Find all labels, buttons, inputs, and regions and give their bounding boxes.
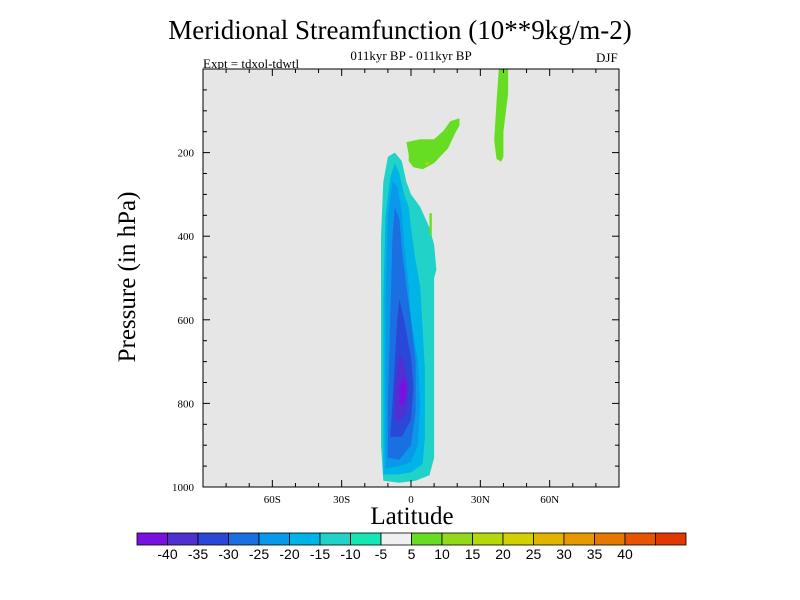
colorbar-swatch (258, 532, 290, 546)
contour-positive-cell-upper (406, 118, 460, 170)
colorbar-label: -25 (249, 546, 269, 562)
x-tick-label: 60S (264, 494, 281, 506)
colorbar-swatch (319, 532, 351, 546)
colorbar-swatch (594, 532, 626, 546)
colorbar-label: -35 (188, 546, 208, 562)
colorbar-swatch (380, 532, 412, 546)
colorbar-label: 25 (526, 546, 542, 562)
y-tick-label: 1000 (172, 482, 195, 494)
y-tick-label: 200 (178, 148, 195, 160)
colorbar-swatch (655, 532, 687, 546)
x-axis-label: Latitude (370, 503, 454, 530)
chart-title: Meridional Streamfunction (10**9kg/m-2) (168, 15, 632, 45)
x-tick-label: 0 (408, 494, 414, 506)
contour-positive-sliver (429, 213, 432, 236)
colorbar-swatch (441, 532, 473, 546)
colorbar-label: 30 (556, 546, 572, 562)
x-tick-label: 60N (540, 494, 559, 506)
colorbar-label: -10 (340, 546, 360, 562)
colorbar-swatch (167, 532, 199, 546)
colorbar-swatch (502, 532, 534, 546)
colorbar-label: -20 (279, 546, 299, 562)
colorbar-swatch (563, 532, 595, 546)
y-tick-label: 800 (178, 398, 195, 410)
x-tick-label: 30N (471, 494, 490, 506)
colorbar-swatch (411, 532, 443, 546)
contour-positive-cell-north (494, 69, 509, 162)
colorbar-label: -40 (157, 546, 177, 562)
y-tick-label: 400 (178, 231, 195, 243)
colorbar-swatch (136, 532, 168, 546)
colorbar-label: -15 (310, 546, 330, 562)
colorbar-swatch (533, 532, 565, 546)
contour-positive-dot (424, 161, 430, 166)
contour-negative-cell-level-40 (399, 376, 407, 406)
y-tick-label: 600 (178, 315, 195, 327)
colorbar-label: -30 (218, 546, 238, 562)
colorbar-swatch (350, 532, 382, 546)
colorbar-label: 5 (408, 546, 416, 562)
colorbar-label: 10 (434, 546, 450, 562)
colorbar-swatch (197, 532, 229, 546)
season-label: DJF (596, 50, 618, 65)
colorbar-swatch (228, 532, 260, 546)
colorbar-swatch (289, 532, 321, 546)
colorbar-swatch (624, 532, 656, 546)
colorbar-label: -5 (375, 546, 388, 562)
x-tick-label: 30S (333, 494, 350, 506)
colorbar-label: 15 (465, 546, 481, 562)
colorbar-swatch (472, 532, 504, 546)
colorbar-label: 40 (617, 546, 633, 562)
colorbar-label: 20 (495, 546, 511, 562)
colorbar-label: 35 (587, 546, 603, 562)
chart-subtitle: 011kyr BP - 011kyr BP (350, 48, 472, 63)
experiment-label: Expt = tdxol-tdwtl (203, 56, 300, 71)
